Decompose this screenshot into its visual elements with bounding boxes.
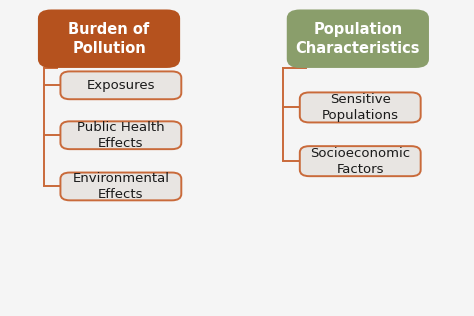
FancyBboxPatch shape (287, 9, 429, 68)
Text: Population
Characteristics: Population Characteristics (296, 22, 420, 56)
FancyBboxPatch shape (61, 173, 181, 200)
FancyBboxPatch shape (300, 146, 421, 176)
Text: Sensitive
Populations: Sensitive Populations (322, 93, 399, 122)
Text: Environmental
Effects: Environmental Effects (73, 172, 169, 201)
Text: Exposures: Exposures (87, 79, 155, 92)
FancyBboxPatch shape (61, 71, 181, 99)
FancyBboxPatch shape (61, 121, 181, 149)
FancyBboxPatch shape (300, 92, 421, 122)
Text: Socioeconomic
Factors: Socioeconomic Factors (310, 147, 410, 176)
FancyBboxPatch shape (38, 9, 180, 68)
Text: Public Health
Effects: Public Health Effects (77, 121, 164, 150)
Text: Burden of
Pollution: Burden of Pollution (68, 22, 150, 56)
